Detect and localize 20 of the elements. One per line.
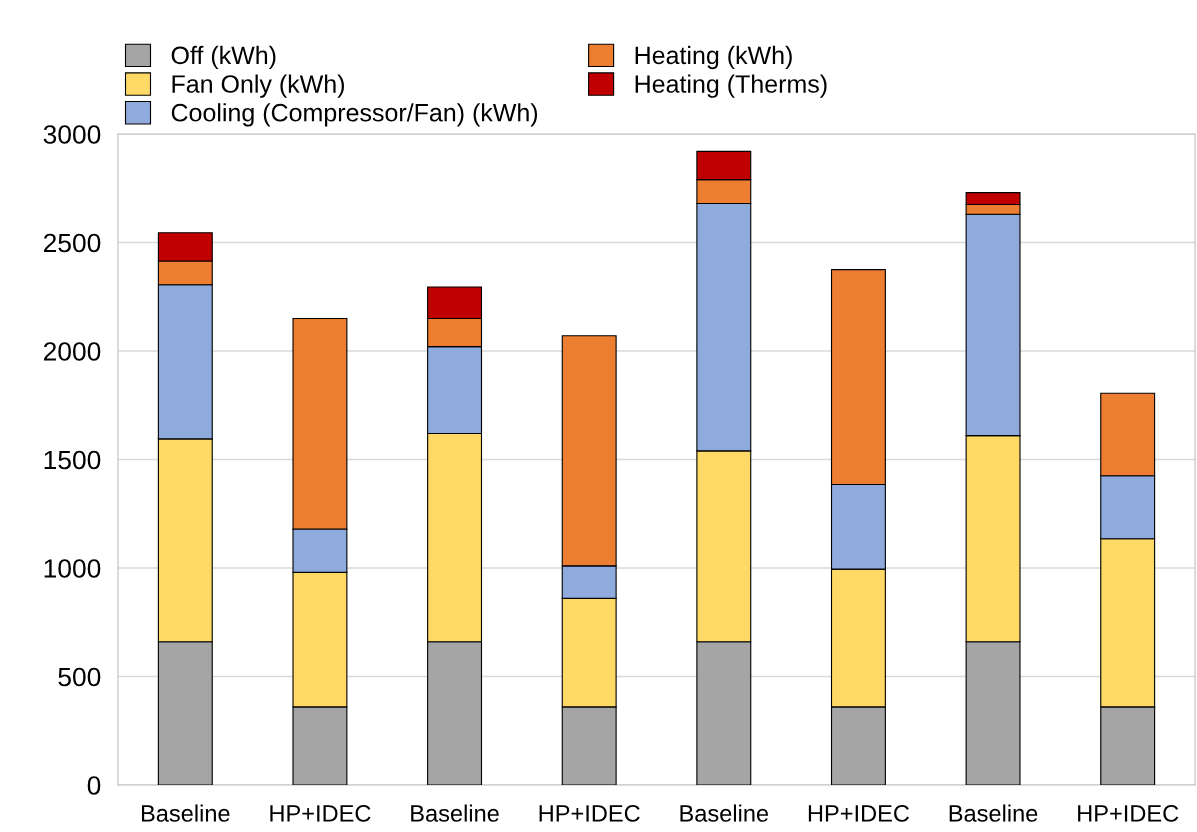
- y-tick-label: 2000: [43, 342, 101, 361]
- x-tick-label: Baseline: [411, 804, 499, 822]
- y-tick-label: 1500: [44, 450, 101, 470]
- x-tick-label: Baseline: [680, 804, 769, 822]
- x-tick-label: HP+IDEC: [808, 805, 910, 822]
- y-tick-label: 2500: [43, 233, 101, 253]
- x-tick-label: HP+IDEC: [270, 805, 371, 822]
- y-tick-label: 1000: [44, 559, 101, 578]
- legend-label: Off (kWh): [171, 45, 276, 70]
- legend-label: Cooling (Compressor/Fan) (kWh): [171, 103, 538, 127]
- y-tick-label: 500: [58, 667, 101, 687]
- x-tick-label: Baseline: [141, 804, 230, 822]
- x-tick-label: HP+IDEC: [539, 805, 640, 822]
- x-tick-label: Baseline: [949, 804, 1038, 822]
- y-tick-label: 3000: [43, 125, 101, 144]
- legend-label: Fan Only (kWh): [172, 74, 344, 98]
- legend-label: Heating (kWh): [635, 45, 792, 70]
- legend-label: Heating (Therms): [635, 74, 827, 98]
- y-tick-label: 0: [87, 776, 101, 795]
- x-tick-label: HP+IDEC: [1078, 805, 1179, 822]
